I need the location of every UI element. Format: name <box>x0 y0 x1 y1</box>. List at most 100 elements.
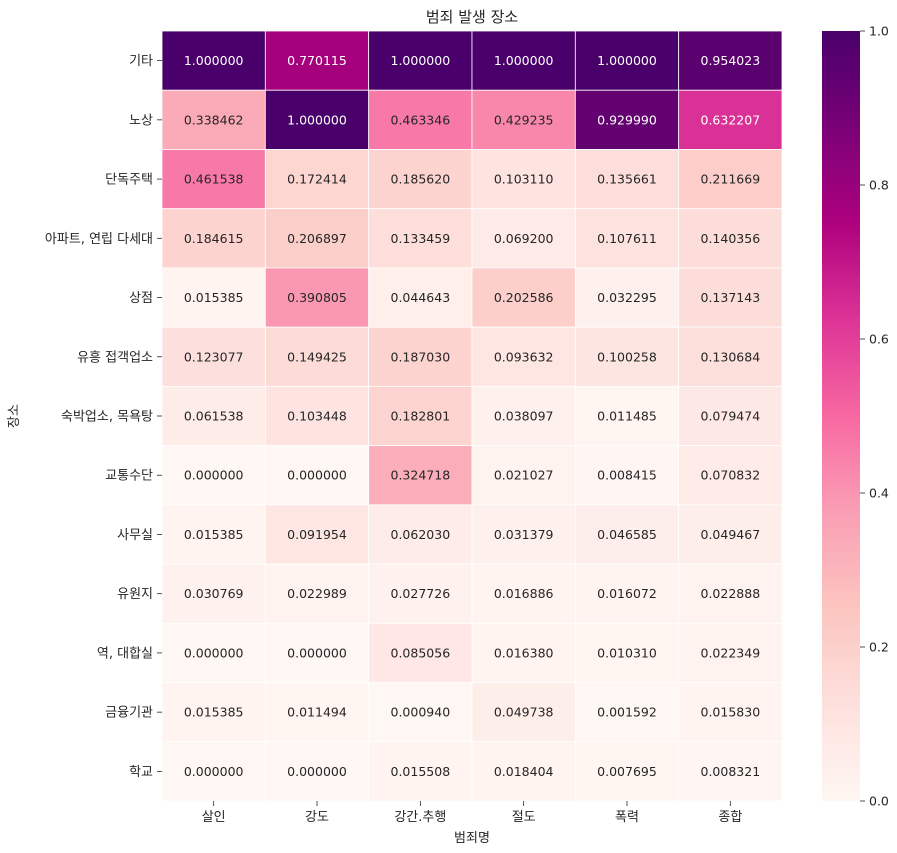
cell-value-label: 0.027726 <box>391 586 451 601</box>
heatmap-cell <box>368 741 473 802</box>
cell-value-label: 0.000000 <box>184 468 244 483</box>
cell-value-label: 0.022989 <box>287 586 347 601</box>
colorbar-tick-label: 1.0 <box>869 24 889 39</box>
cell-value-label: 0.000000 <box>184 764 244 779</box>
y-tick-label: 상점 <box>129 291 153 306</box>
heatmap-cell <box>368 208 473 269</box>
heatmap-cell <box>471 267 576 328</box>
heatmap-cell <box>574 741 680 802</box>
cell-value-label: 0.390805 <box>287 290 347 305</box>
heatmap-cell <box>161 622 266 683</box>
cell-value-label: 0.463346 <box>391 112 451 127</box>
heatmap-cell <box>161 741 266 802</box>
y-tick-label: 사무실 <box>117 528 153 543</box>
cell-value-label: 0.008415 <box>597 468 657 483</box>
cell-value-label: 0.016072 <box>597 586 657 601</box>
cell-value-label: 1.000000 <box>287 112 347 127</box>
colorbar-tick-label: 0.0 <box>869 794 889 809</box>
x-tick-labels: 살인 강도 강간.추행 절도 폭력 종합 <box>202 801 742 825</box>
cell-value-label: 0.770115 <box>287 53 347 68</box>
y-tick-label: 역, 대합실 <box>97 646 153 661</box>
cell-value-label: 0.185620 <box>391 172 451 187</box>
cell-value-label: 0.062030 <box>391 527 451 542</box>
cell-value-label: 0.954023 <box>701 53 761 68</box>
y-tick-label: 유흥 접객업소 <box>77 350 153 365</box>
cell-value-label: 0.046585 <box>597 527 657 542</box>
cell-value-label: 0.100258 <box>597 349 657 364</box>
cell-value-label: 0.015385 <box>184 527 244 542</box>
cell-value-label: 0.032295 <box>597 290 657 305</box>
heatmap-cell <box>471 682 576 743</box>
cell-value-label: 0.133459 <box>391 231 451 246</box>
cell-value-label: 0.011485 <box>597 409 657 424</box>
heatmap-cell <box>368 445 473 506</box>
cell-value-label: 0.070832 <box>701 468 761 483</box>
heatmap-cell <box>574 445 680 506</box>
y-tick-label: 아파트, 연립 다세대 <box>45 232 153 247</box>
heatmap-cell <box>471 741 576 802</box>
cell-value-label: 0.093632 <box>494 349 554 364</box>
y-tick-label: 교통수단 <box>105 469 153 484</box>
cell-value-label: 1.000000 <box>597 53 657 68</box>
cell-value-label: 0.091954 <box>287 527 347 542</box>
x-tick-label: 종합 <box>718 810 742 825</box>
cell-value-label: 0.103110 <box>494 172 554 187</box>
heatmap-cell <box>368 385 473 447</box>
cell-value-label: 0.324718 <box>391 468 451 483</box>
x-tick-label: 폭력 <box>615 810 639 825</box>
cell-value-label: 0.103448 <box>287 409 347 424</box>
colorbar-tick-label: 0.4 <box>869 486 889 501</box>
cell-value-label: 0.044643 <box>391 290 451 305</box>
y-tick-label: 기타 <box>129 54 153 69</box>
heatmap-cell <box>161 267 266 328</box>
heatmap-cell <box>161 504 266 565</box>
heatmap-cell <box>264 149 370 210</box>
heatmap-cell <box>678 385 783 447</box>
x-tick-label: 강도 <box>305 810 329 825</box>
heatmap-cell <box>161 385 266 447</box>
cell-value-label: 0.061538 <box>184 409 244 424</box>
heatmap-cell <box>264 208 370 269</box>
x-axis-label: 범죄명 <box>454 831 490 846</box>
cell-value-label: 0.107611 <box>597 231 657 246</box>
heatmap-cell <box>368 30 473 91</box>
cell-value-label: 0.429235 <box>494 112 554 127</box>
cell-value-label: 0.049738 <box>494 705 554 720</box>
chart-title: 범죄 발생 장소 <box>426 8 519 26</box>
heatmap-cell <box>471 385 576 447</box>
cell-value-label: 0.049467 <box>701 527 761 542</box>
heatmap-cell <box>264 89 370 150</box>
cell-value-label: 0.038097 <box>494 409 554 424</box>
heatmap-cell <box>678 682 783 743</box>
cell-value-label: 1.000000 <box>391 53 451 68</box>
heatmap-cell <box>678 30 783 91</box>
cell-value-label: 0.000000 <box>287 645 347 660</box>
y-tick-label: 노상 <box>129 113 153 128</box>
cell-value-label: 0.018404 <box>494 764 554 779</box>
cell-value-label: 0.021027 <box>494 468 554 483</box>
cell-value-label: 0.202586 <box>494 290 554 305</box>
cell-value-label: 0.000000 <box>287 468 347 483</box>
cell-value-label: 0.015385 <box>184 705 244 720</box>
y-axis-label: 장소 <box>7 404 22 428</box>
cell-value-label: 0.130684 <box>701 349 761 364</box>
colorbar-tick-label: 0.6 <box>869 332 889 347</box>
heatmap-cell <box>368 267 473 328</box>
x-tick-label: 절도 <box>512 810 536 825</box>
y-tick-label: 단독주택 <box>105 173 153 188</box>
cell-value-label: 0.008321 <box>701 764 761 779</box>
heatmap-cell <box>264 385 370 447</box>
heatmap-cell <box>678 504 783 565</box>
heatmap-cell <box>574 563 680 624</box>
heatmap-cell <box>471 445 576 506</box>
heatmap-cell <box>368 504 473 565</box>
cell-value-label: 0.015385 <box>184 290 244 305</box>
heatmap-cell <box>264 682 370 743</box>
cell-value-label: 0.010310 <box>597 645 657 660</box>
cell-value-label: 0.031379 <box>494 527 554 542</box>
heatmap-cell <box>471 149 576 210</box>
cell-value-label: 0.123077 <box>184 349 244 364</box>
y-tick-label: 숙박업소, 목욕탕 <box>61 410 153 425</box>
